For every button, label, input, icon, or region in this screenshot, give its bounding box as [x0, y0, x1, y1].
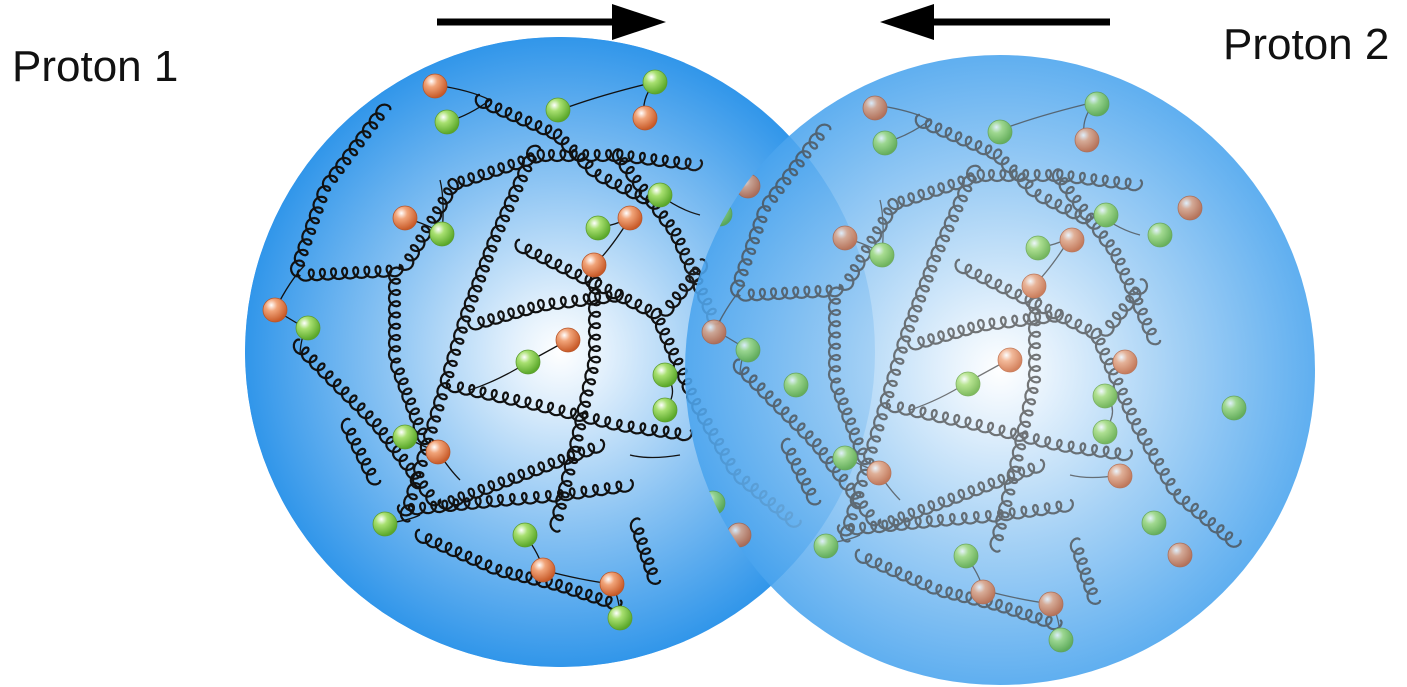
quark-green: [392, 424, 418, 450]
quark-green: [434, 109, 460, 135]
quark-green: [1147, 222, 1173, 248]
quark-green: [652, 397, 678, 423]
arrow-right-icon: [437, 4, 666, 40]
quark-green: [1025, 235, 1051, 261]
quark-green: [642, 69, 668, 95]
gluon-line: [611, 148, 685, 326]
proton-2-label: Proton 2: [1223, 20, 1390, 69]
gluon-line: [1090, 327, 1242, 548]
gluon-line: [1069, 537, 1102, 606]
quark-green: [372, 511, 398, 537]
quark-green: [429, 221, 455, 247]
quark-green: [1084, 91, 1110, 117]
quark-green: [295, 315, 321, 341]
arrow-left-icon: [880, 4, 1110, 40]
quark-orange: [701, 319, 727, 345]
quark-orange: [1059, 227, 1085, 253]
quark-orange: [617, 205, 643, 231]
quark-orange: [422, 73, 448, 99]
quark-green: [1221, 395, 1247, 421]
quark-orange: [866, 460, 892, 486]
quark-orange: [530, 557, 556, 583]
quark-green: [832, 445, 858, 471]
quark-green: [1092, 383, 1118, 409]
gluon-line: [914, 113, 1093, 225]
quark-orange: [1167, 542, 1193, 568]
gluon-line: [827, 286, 872, 466]
quark-orange: [1177, 195, 1203, 221]
quark-green: [652, 362, 678, 388]
proton-1-front-half: [245, 37, 685, 667]
quark-green: [872, 130, 898, 156]
gluon-line: [780, 437, 822, 506]
gluon-line: [467, 288, 624, 331]
quark-orange: [262, 297, 288, 323]
gluon-line: [414, 528, 623, 611]
proton-1-label: Proton 1: [12, 42, 179, 91]
gluon-line: [854, 548, 1063, 631]
gluon-line: [836, 498, 1074, 537]
gluon-line: [445, 378, 685, 442]
gluon-line: [340, 417, 382, 486]
quark-orange: [832, 225, 858, 251]
quark-green: [783, 372, 809, 398]
gluon-line: [292, 338, 606, 511]
gluon-line: [736, 168, 1144, 302]
quark-green: [647, 182, 673, 208]
quark-orange: [632, 105, 658, 131]
quark-orange: [599, 571, 625, 597]
gluon-line: [396, 478, 634, 517]
quark-orange: [862, 95, 888, 121]
gluon-line: [629, 517, 662, 586]
gluon-line: [650, 307, 685, 528]
gluon-line: [1051, 168, 1162, 346]
quark-orange: [1021, 273, 1047, 299]
quark-orange: [425, 439, 451, 465]
gluon-line: [474, 93, 653, 205]
quark-orange: [581, 252, 607, 278]
gluon-line: [885, 398, 1134, 462]
quark-green: [585, 215, 611, 241]
quark-string: [629, 454, 681, 459]
quark-green: [735, 337, 761, 363]
quark-green: [953, 543, 979, 569]
gluon-line: [729, 123, 832, 298]
quark-green: [955, 371, 981, 397]
quark-green: [1092, 419, 1118, 445]
quark-orange: [1112, 349, 1138, 375]
quark-green: [1048, 627, 1074, 653]
quark-orange: [997, 347, 1023, 373]
quark-green: [607, 605, 633, 631]
quark-orange: [1074, 127, 1100, 153]
quark-green: [813, 533, 839, 559]
quark-green: [512, 522, 538, 548]
gluon-line: [732, 358, 1046, 531]
quark-orange: [970, 579, 996, 605]
quark-green: [1141, 510, 1167, 536]
proton-2-gluon-field: [685, 91, 1247, 653]
quark-green: [515, 349, 541, 375]
quark-green: [869, 242, 895, 268]
gluon-line: [387, 266, 432, 446]
gluon-line: [907, 308, 1064, 351]
gluon-line: [549, 276, 602, 533]
gluon-line: [296, 148, 685, 282]
quark-orange: [1038, 591, 1064, 617]
quark-green: [987, 119, 1013, 145]
quark-green: [1093, 202, 1119, 228]
quark-green: [545, 97, 571, 123]
quark-orange: [555, 327, 581, 353]
gluon-line: [289, 103, 392, 278]
gluon-line: [989, 296, 1042, 553]
quark-orange: [1107, 463, 1133, 489]
quark-orange: [392, 205, 418, 231]
